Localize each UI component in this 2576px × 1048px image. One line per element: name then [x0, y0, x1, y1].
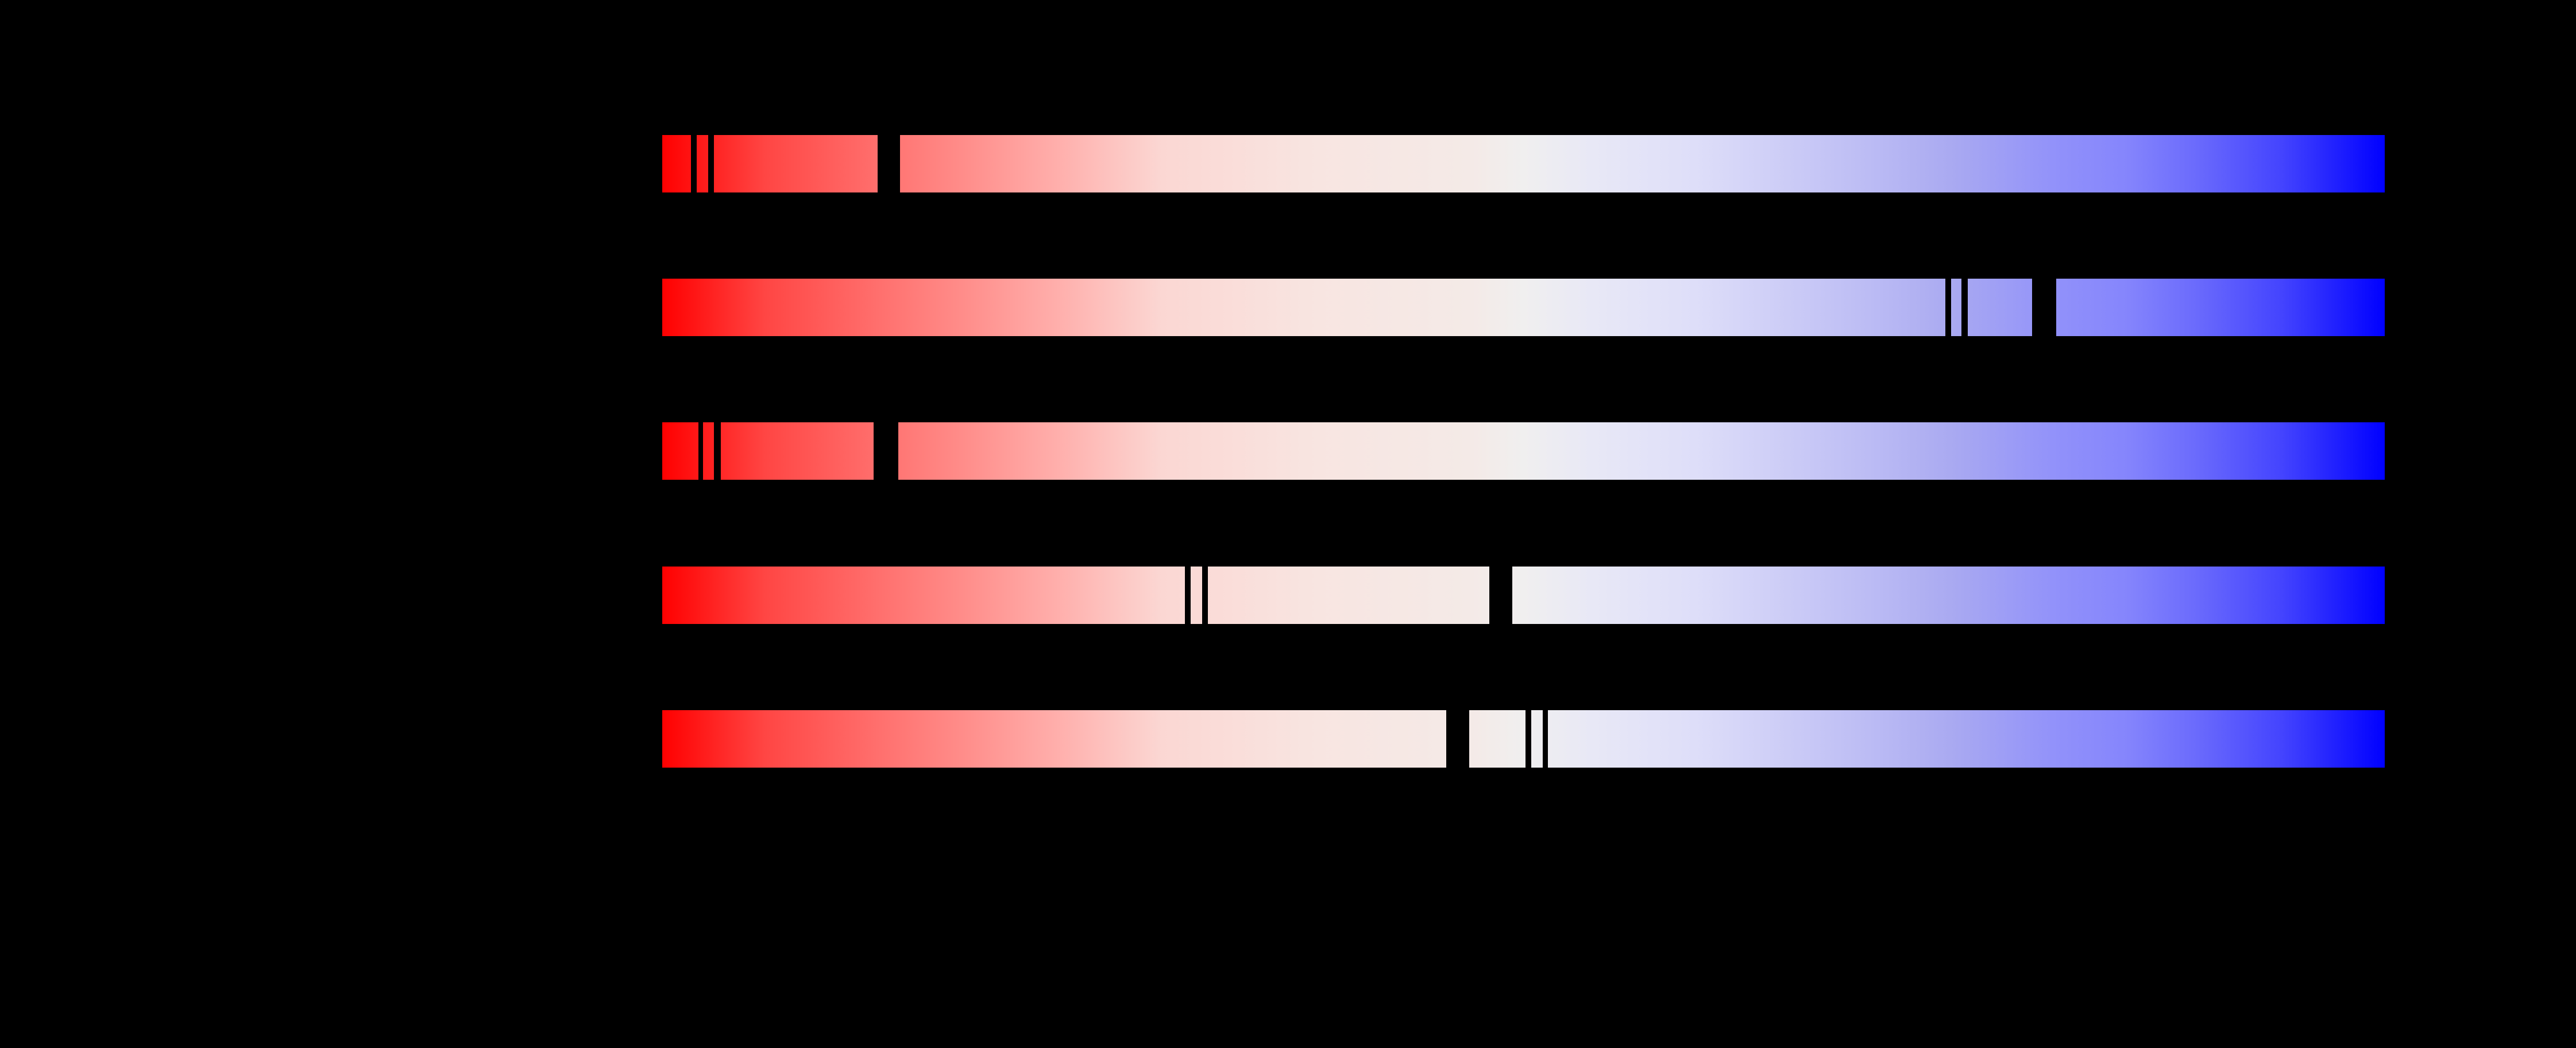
marker-tick-thin	[708, 135, 714, 192]
gradient-bar-3	[662, 422, 2385, 480]
gradient-bar-5	[662, 710, 2385, 768]
marker-tick-thick	[1446, 710, 1469, 768]
marker-tick-thin	[1945, 279, 1951, 336]
marker-tick-thick	[874, 422, 898, 480]
marker-tick-thick	[1489, 567, 1512, 624]
marker-tick-thick	[2032, 279, 2056, 336]
marker-tick-thin	[698, 422, 703, 480]
marker-tick-thin	[1543, 710, 1548, 768]
marker-tick-thin	[1961, 279, 1968, 336]
gradient-bar-2	[662, 279, 2385, 336]
gradient-bar-1	[662, 135, 2385, 192]
marker-tick-thin	[691, 135, 697, 192]
marker-tick-thin	[1525, 710, 1531, 768]
gradient-bar-4	[662, 567, 2385, 624]
marker-tick-thin	[1185, 567, 1191, 624]
marker-tick-thick	[878, 135, 900, 192]
marker-tick-thin	[714, 422, 721, 480]
marker-tick-thin	[1202, 567, 1208, 624]
